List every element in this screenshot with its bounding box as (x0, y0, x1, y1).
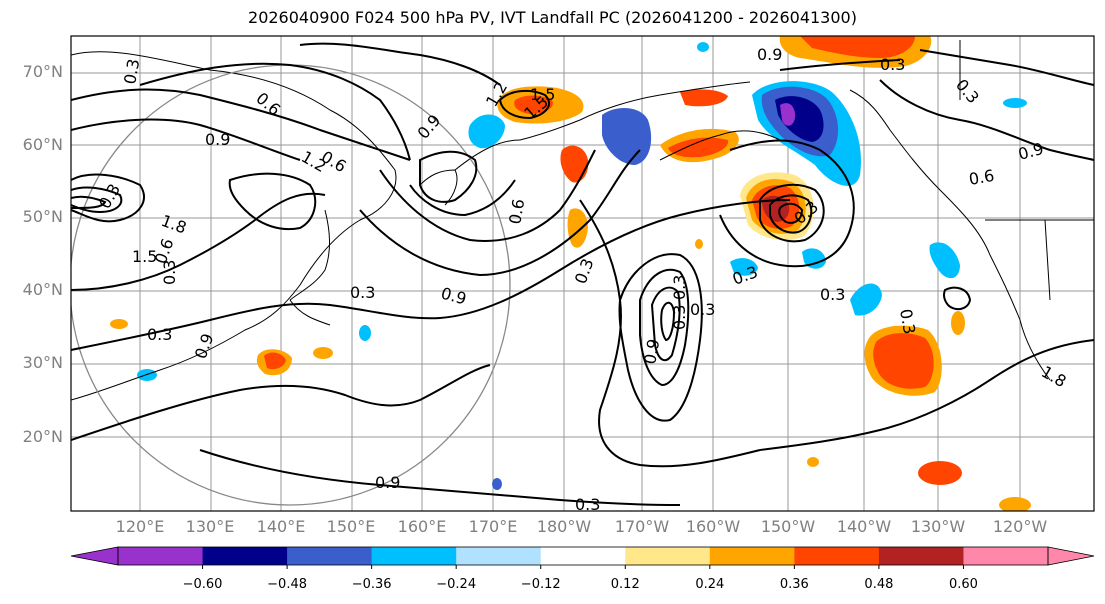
contour-label: 0.3 (120, 57, 143, 85)
colorbar-outline (117, 546, 1049, 566)
lon-label-120w: 120°W (992, 517, 1048, 536)
anomaly-shading (110, 36, 1031, 511)
positive-anomaly-bering-core (668, 137, 729, 158)
positive-anomaly-bering-west (680, 89, 728, 107)
colorbar-tick-label: −0.60 (182, 577, 223, 592)
positive-anomaly-japan-core (264, 352, 286, 370)
lon-label-170w: 170°W (614, 517, 670, 536)
colorbar-segment (118, 547, 204, 565)
negative-anomaly-patch-2 (359, 325, 371, 341)
colorbar-extend-high (1047, 546, 1095, 566)
contour-label: 0.3 (575, 495, 600, 514)
negative-anomaly-pacific-2 (802, 248, 826, 269)
colorbar-tick-label: 0.48 (864, 577, 894, 592)
negative-anomaly-alaska-max (780, 103, 796, 126)
contour-label: 0.3 (880, 55, 905, 74)
colorbar-segment (371, 547, 457, 565)
positive-anomaly-patch-7 (807, 457, 819, 467)
positive-anomaly-kuril (567, 208, 588, 248)
positive-anomaly-patch-1 (110, 319, 128, 329)
colorbar (70, 546, 1095, 569)
lat-label-70: 70°N (22, 62, 63, 81)
map-title: 2026040900 F024 500 hPa PV, IVT Landfall… (248, 8, 857, 27)
colorbar-segment (202, 547, 288, 565)
lat-label-50: 50°N (22, 207, 63, 226)
contour-label: 0.9 (205, 130, 230, 149)
lon-label-150w: 150°W (760, 517, 816, 536)
contour-label: 0.3 (690, 300, 715, 319)
colorbar-segment (794, 547, 880, 565)
colorbar-tick-label: −0.36 (351, 577, 392, 592)
contour-label: 0.3 (147, 325, 172, 344)
colorbar-tick-label: −0.48 (267, 577, 307, 592)
negative-anomaly-pacific-3 (850, 283, 882, 316)
positive-anomaly-patch-6 (695, 239, 703, 249)
colorbar-segment (456, 547, 542, 565)
negative-anomaly-pacific-1 (730, 258, 758, 276)
contour-label: 0.6 (505, 197, 528, 225)
contour-label: 0.3 (670, 275, 689, 300)
positive-anomaly-patch-5 (951, 311, 965, 335)
positive-anomaly-kamchatka (560, 145, 589, 183)
contour-label: 0.3 (896, 307, 919, 335)
lon-label-170e: 170°E (468, 517, 518, 536)
colorbar-segment (625, 547, 711, 565)
colorbar-tick-label: 0.60 (948, 577, 978, 592)
lat-label-30: 30°N (22, 353, 63, 372)
map-frame (70, 35, 1095, 512)
positive-anomaly-ne-pacific-core (873, 333, 934, 389)
lat-label-40: 40°N (22, 280, 63, 299)
positive-anomaly-gulf-max (762, 195, 790, 222)
pv-contours (71, 42, 1094, 506)
lon-label-130e: 130°E (185, 517, 235, 536)
contour-label: 0.3 (820, 285, 845, 304)
lon-label-160w: 160°W (685, 517, 741, 536)
colorbar-tick-label: 0.24 (695, 577, 725, 592)
positive-anomaly-north-core (800, 36, 915, 58)
colorbar-tick-label: 0.36 (779, 577, 809, 592)
lon-label-150e: 150°E (326, 517, 376, 536)
colorbar-segment (287, 547, 373, 565)
contour-label: 0.3 (160, 260, 179, 285)
contour-label: 0.3 (670, 305, 689, 330)
negative-anomaly-patch-5 (492, 478, 502, 490)
colorbar-tick-label: 0.12 (610, 577, 640, 592)
lat-label-60: 60°N (22, 135, 63, 154)
contour-label: 0.9 (640, 337, 663, 365)
colorbar-segment (963, 547, 1049, 565)
colorbar-extend-low (70, 546, 119, 566)
colorbar-segment (878, 547, 964, 565)
negative-anomaly-patch-4 (1003, 98, 1027, 108)
lon-label-130w: 130°W (910, 517, 966, 536)
contour-label: 1.5 (530, 85, 555, 104)
contour-label: 0.9 (375, 473, 400, 492)
negative-anomaly-siberia (468, 114, 505, 149)
positive-anomaly-patch-2 (313, 347, 333, 359)
lon-label-140e: 140°E (256, 517, 306, 536)
lon-label-160e: 160°E (397, 517, 447, 536)
contour-label: 0.3 (350, 283, 375, 302)
colorbar-segment (709, 547, 795, 565)
lat-label-20: 20°N (22, 427, 63, 446)
negative-anomaly-patch-1 (137, 369, 157, 381)
negative-anomaly-pacific-4 (929, 242, 960, 279)
colorbar-tick-label: −0.12 (520, 577, 561, 592)
positive-anomaly-patch-3 (918, 461, 962, 485)
positive-anomaly-patch-4 (999, 497, 1031, 511)
lon-label-180w: 180°W (536, 517, 592, 536)
contour-label: 1.5 (132, 247, 157, 266)
map-background (71, 36, 1094, 511)
lon-label-140w: 140°W (836, 517, 892, 536)
negative-anomaly-patch-3 (697, 42, 709, 52)
coastlines (71, 40, 1094, 401)
colorbar-segment (540, 547, 626, 565)
positive-anomaly-okhotsk-core (514, 95, 553, 114)
colorbar-tick-label: −0.24 (436, 577, 477, 592)
contour-label: 0.9 (757, 45, 782, 64)
contour-label: 0.6 (967, 166, 995, 189)
lon-label-120e: 120°E (115, 517, 165, 536)
